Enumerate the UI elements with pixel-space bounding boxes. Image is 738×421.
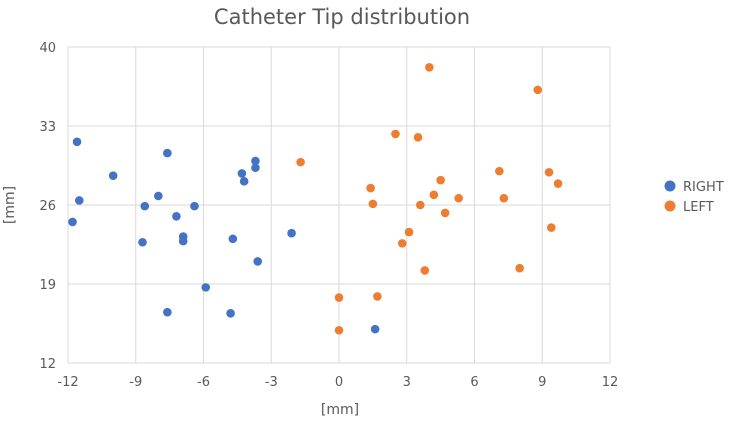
data-point-right xyxy=(163,148,172,158)
x-tick-label: -6 xyxy=(197,375,210,390)
data-point-right xyxy=(251,163,260,173)
data-point-left xyxy=(546,223,556,232)
y-tick-label: 19 xyxy=(39,278,56,293)
x-tick-labels: -12 -9 -6 -3 0 3 6 9 12 xyxy=(57,375,618,390)
data-point-left xyxy=(440,208,450,218)
data-point-left xyxy=(499,193,509,203)
data-point-right xyxy=(201,283,211,292)
data-point-right xyxy=(178,236,188,246)
data-point-right xyxy=(163,307,172,317)
data-point-right xyxy=(287,228,296,238)
legend-label-right: RIGHT xyxy=(683,180,724,195)
data-point-right xyxy=(172,211,181,221)
data-point-left xyxy=(296,157,305,167)
legend-marker-right xyxy=(664,180,676,192)
y-tick-label: 26 xyxy=(39,199,56,214)
data-point-right xyxy=(370,324,380,334)
x-tick-label: 0 xyxy=(335,375,343,390)
legend: RIGHT LEFT xyxy=(664,180,724,215)
data-point-left xyxy=(397,239,407,248)
data-point-left xyxy=(425,63,434,72)
data-point-left xyxy=(391,129,400,139)
data-point-left xyxy=(368,199,378,209)
x-tick-label: -12 xyxy=(57,375,78,390)
data-point-right xyxy=(154,191,163,201)
data-point-right xyxy=(239,177,249,186)
data-point-left xyxy=(420,266,430,275)
data-point-left xyxy=(366,183,375,193)
legend-marker-left xyxy=(664,200,676,212)
series-left xyxy=(296,63,563,335)
data-point-left xyxy=(334,325,344,335)
y-tick-label: 33 xyxy=(39,120,56,135)
data-point-left xyxy=(404,227,414,237)
y-tick-label: 40 xyxy=(39,41,56,56)
data-point-right xyxy=(74,196,84,205)
data-point-right xyxy=(253,257,262,266)
data-point-right xyxy=(72,137,82,147)
data-point-left xyxy=(334,293,344,302)
data-point-right xyxy=(140,201,150,211)
data-point-right xyxy=(228,234,238,244)
data-point-right xyxy=(138,237,147,247)
data-point-left xyxy=(416,200,425,210)
data-point-left xyxy=(454,193,463,203)
data-point-left xyxy=(533,85,543,95)
x-tick-label: 12 xyxy=(602,375,619,390)
data-point-left xyxy=(373,292,382,301)
data-point-left xyxy=(495,166,504,176)
chart-title: Catheter Tip distribution xyxy=(214,5,470,29)
x-axis-label: [mm] xyxy=(321,402,359,418)
data-point-left xyxy=(429,190,439,200)
y-axis-label: [mm] xyxy=(2,186,18,224)
y-tick-label: 12 xyxy=(39,357,56,372)
data-point-left xyxy=(436,175,445,185)
data-point-left xyxy=(413,132,423,142)
series-right xyxy=(68,137,380,334)
data-point-left xyxy=(544,167,554,177)
x-tick-label: 6 xyxy=(470,375,478,390)
x-tick-label: -3 xyxy=(265,375,278,390)
y-tick-labels: 12 19 26 33 40 xyxy=(39,41,56,372)
data-point-right xyxy=(190,201,199,211)
x-tick-label: -9 xyxy=(129,375,142,390)
data-point-right xyxy=(237,169,247,178)
data-point-right xyxy=(108,171,118,180)
legend-label-left: LEFT xyxy=(683,200,714,215)
data-point-left xyxy=(515,263,524,273)
data-point-right xyxy=(226,309,235,318)
x-tick-label: 3 xyxy=(403,375,411,390)
data-point-left xyxy=(553,179,563,188)
data-point-right xyxy=(68,217,77,227)
data-point-right xyxy=(251,156,260,166)
x-tick-label: 9 xyxy=(538,375,546,390)
data-points xyxy=(68,63,563,335)
grid-lines xyxy=(67,46,611,364)
